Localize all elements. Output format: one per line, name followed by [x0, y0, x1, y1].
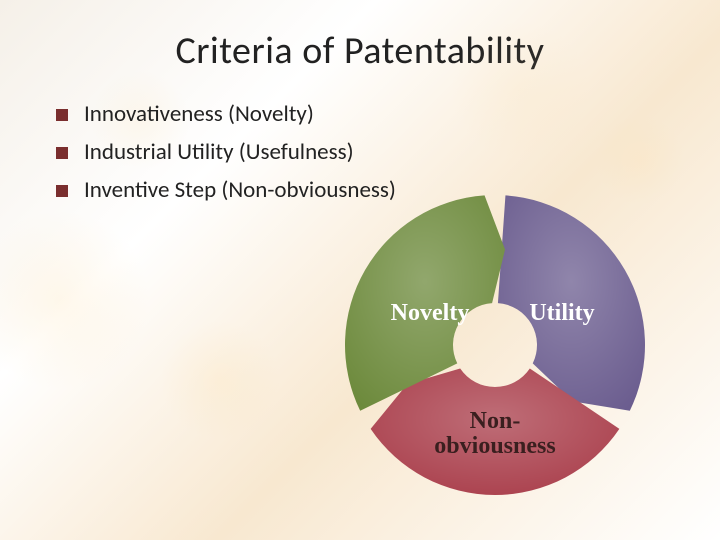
criteria-pie-chart: NoveltyUtilityNon-obviousness	[330, 180, 660, 510]
bokeh-circle	[160, 320, 280, 440]
bokeh-circle	[0, 210, 150, 390]
pie-label-utility: Utility	[529, 300, 594, 326]
pie-svg: NoveltyUtilityNon-obviousness	[330, 180, 660, 510]
page-title: Criteria of Patentability	[56, 28, 664, 74]
pie-label-novelty: Novelty	[391, 300, 470, 326]
slide: Criteria of Patentability Innovativeness…	[0, 0, 720, 540]
list-item: Innovativeness (Novelty)	[56, 100, 664, 128]
list-item: Industrial Utility (Usefulness)	[56, 138, 664, 166]
